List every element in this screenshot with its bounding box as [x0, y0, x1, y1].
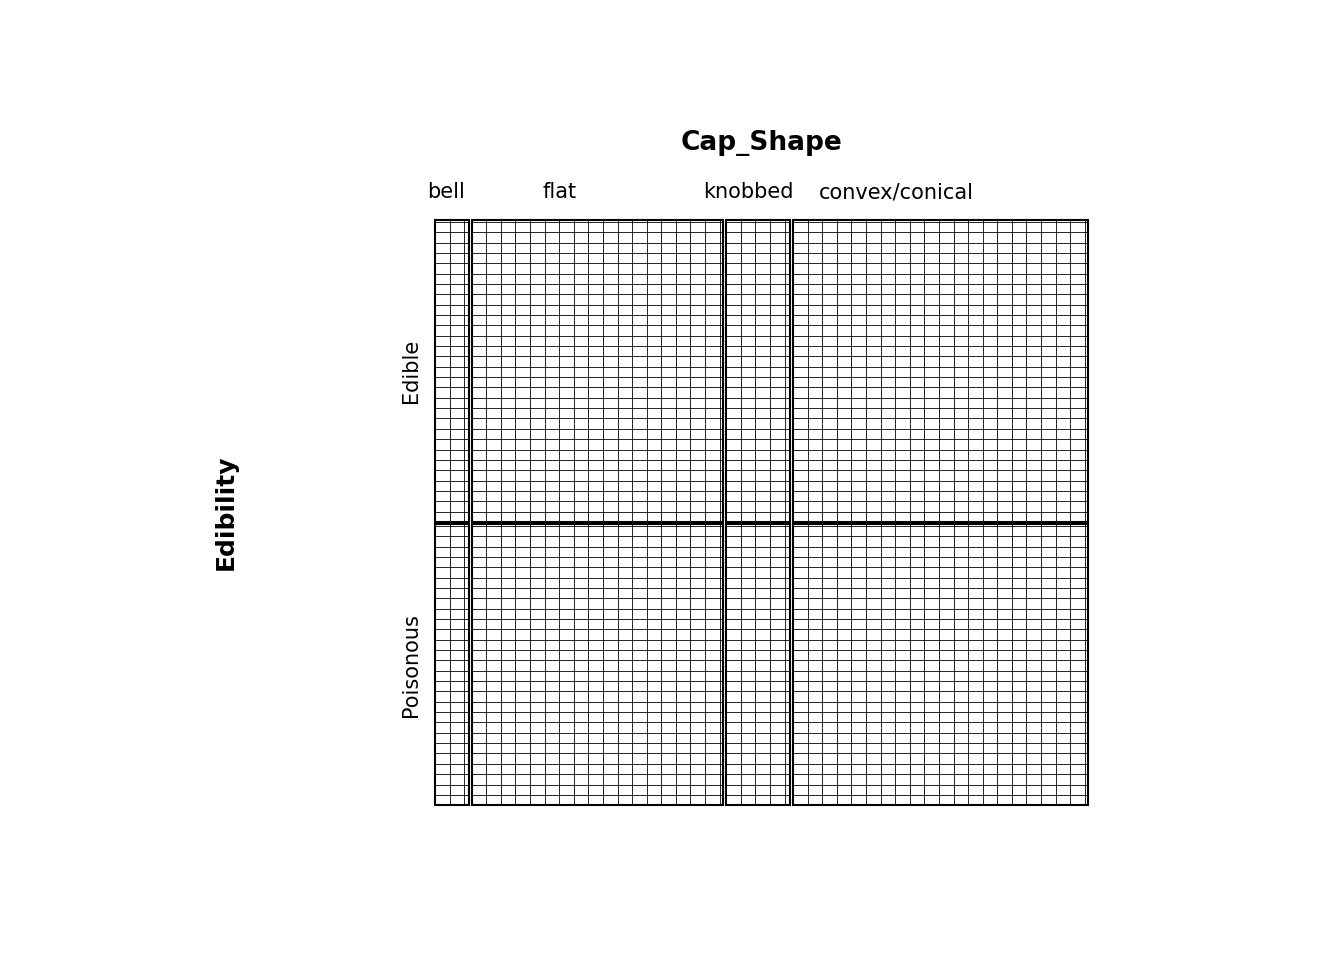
- Bar: [435, 220, 469, 522]
- Text: bell: bell: [427, 182, 465, 203]
- Text: flat: flat: [542, 182, 577, 203]
- Bar: [472, 524, 723, 805]
- Text: Poisonous: Poisonous: [401, 612, 421, 717]
- Text: Edibility: Edibility: [214, 455, 238, 570]
- Bar: [472, 220, 723, 522]
- Bar: [435, 524, 469, 805]
- Text: Cap_Shape: Cap_Shape: [681, 130, 843, 156]
- Bar: [726, 220, 790, 522]
- Text: convex/conical: convex/conical: [818, 182, 973, 203]
- Bar: [793, 524, 1089, 805]
- Text: knobbed: knobbed: [703, 182, 793, 203]
- Bar: [726, 524, 790, 805]
- Text: Edible: Edible: [401, 339, 421, 403]
- Bar: [793, 220, 1089, 522]
